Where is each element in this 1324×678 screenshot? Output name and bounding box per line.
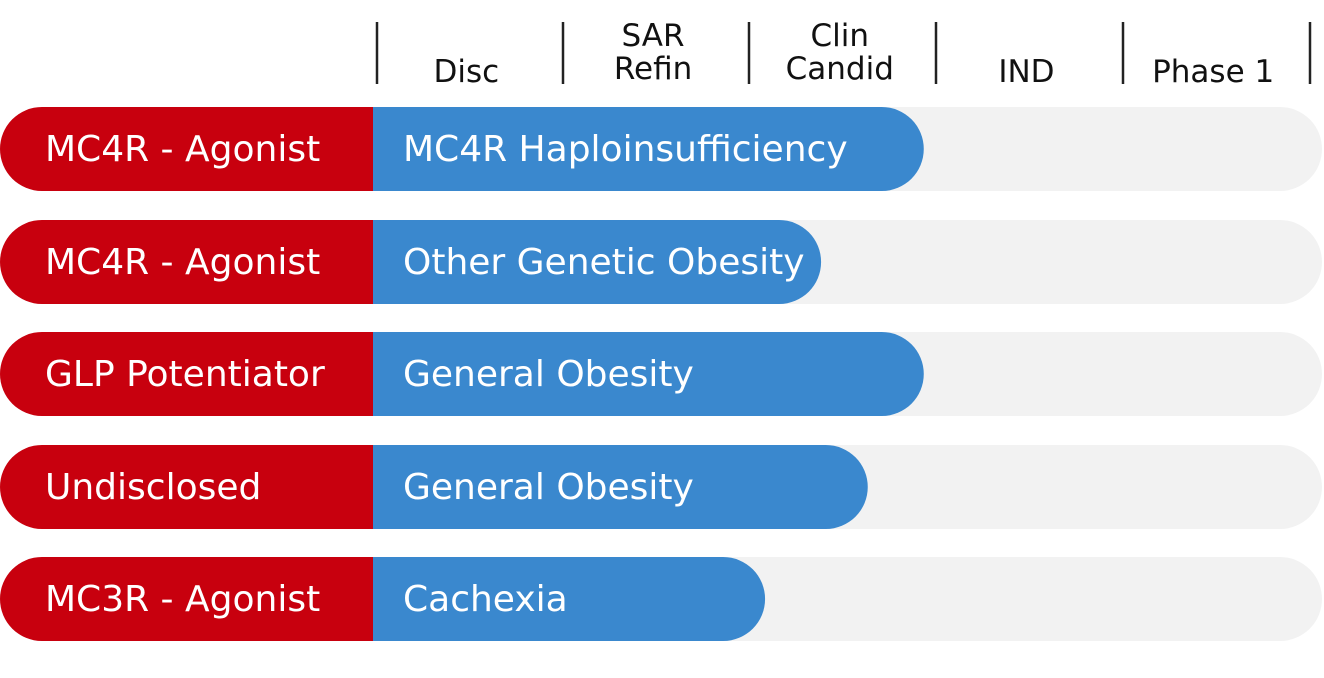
indication-label: General Obesity — [403, 354, 694, 395]
stage-label: Clin — [810, 18, 869, 54]
target-label: GLP Potentiator — [45, 354, 325, 395]
target-label: Undisclosed — [45, 467, 261, 508]
indication-label: General Obesity — [403, 467, 694, 508]
stage-label: Phase 1 — [1152, 54, 1274, 90]
program-row: MC4R - Agonist MC4R Haploinsufficiency — [0, 107, 1322, 191]
stage-label: Refin — [614, 51, 692, 87]
program-rows: MC4R - Agonist MC4R HaploinsufficiencyMC4… — [0, 107, 1322, 641]
target-label: MC3R - Agonist — [45, 579, 320, 620]
progress-bar — [331, 220, 822, 304]
target-bar — [0, 557, 373, 641]
progress-bar — [331, 445, 868, 529]
target-bar-edge — [331, 220, 373, 304]
indication-label: Other Genetic Obesity — [403, 242, 805, 283]
progress-bar — [331, 332, 924, 416]
stage-label: Disc — [434, 54, 500, 90]
stage-label: IND — [998, 54, 1054, 90]
target-bar — [0, 332, 373, 416]
target-label: MC4R - Agonist — [45, 242, 320, 283]
indication-label: Cachexia — [403, 579, 568, 620]
progress-bar — [331, 107, 924, 191]
program-row: MC3R - Agonist Cachexia — [0, 557, 1322, 641]
program-row: GLP Potentiator General Obesity — [0, 332, 1322, 416]
target-bar-edge — [331, 332, 373, 416]
progress-bar — [331, 557, 766, 641]
target-bar — [0, 107, 373, 191]
stage-label: Candid — [786, 51, 894, 87]
stage-label: SAR — [622, 18, 685, 54]
indication-label: MC4R Haploinsufficiency — [403, 129, 848, 170]
target-bar-edge — [331, 445, 373, 529]
program-row: Undisclosed General Obesity — [0, 445, 1322, 529]
target-bar-edge — [331, 557, 373, 641]
target-bar — [0, 445, 373, 529]
target-bar-edge — [331, 107, 373, 191]
program-row: MC4R - Agonist Other Genetic Obesity — [0, 220, 1322, 304]
target-bar — [0, 220, 373, 304]
target-label: MC4R - Agonist — [45, 129, 320, 170]
